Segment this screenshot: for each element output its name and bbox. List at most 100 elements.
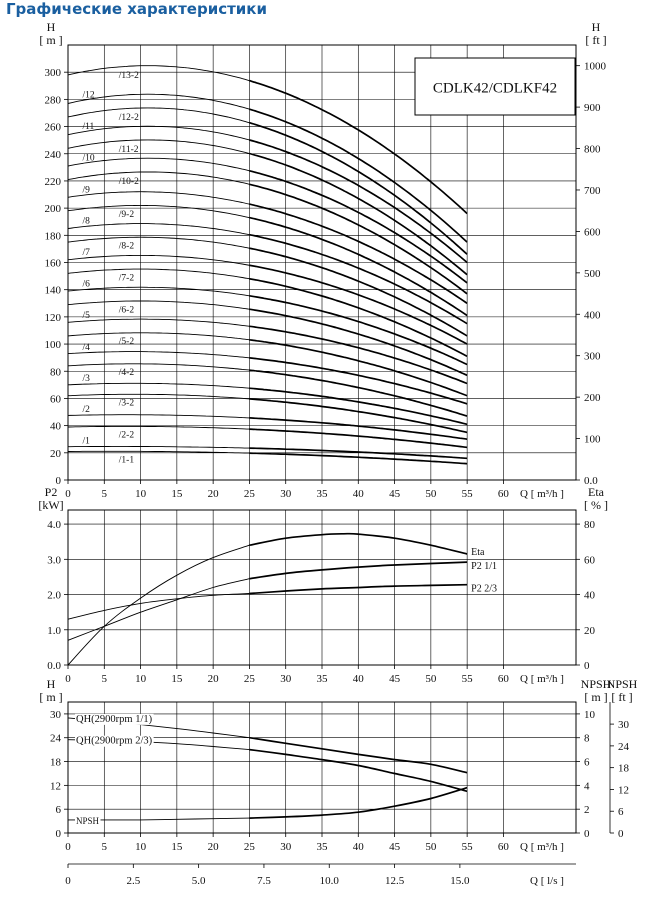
head-curve-label: /13-2 (119, 71, 139, 81)
head-curve-4-2 (67, 363, 250, 371)
head-curve-3-operating (249, 387, 468, 426)
head-ylabel-left: H (47, 20, 56, 34)
head-curve-10-2 (67, 171, 250, 185)
head-y-right-tick-label: 500 (584, 268, 601, 280)
page-title: Графические характеристики (6, 0, 267, 18)
power-ylabel-left-unit: [kW] (38, 498, 63, 512)
npsh-x-tick-label: 55 (462, 841, 474, 853)
npsh-series-NPSH-operating (249, 786, 468, 819)
npsh-y-right-tick-label: 8 (584, 733, 590, 745)
npsh-series-label-bg (75, 815, 101, 826)
head-curve-label: /12 (83, 90, 95, 100)
power-series-P2-1/1-operating (249, 561, 468, 580)
npsh-y-right-tick-label: 4 (584, 780, 590, 792)
head-curve-label: /9 (83, 185, 91, 195)
npsh-ylabel-right-unit: [ m ] (584, 690, 607, 704)
power-y-tick-label: 2.0 (47, 590, 61, 602)
power-x-tick-label: 0 (65, 673, 71, 685)
npsh-y-tick-label: 6 (56, 804, 62, 816)
head-x-tick-label: 50 (425, 488, 437, 500)
head-curve-label: /3 (83, 374, 91, 384)
head-curve-7-2-operating (249, 277, 468, 358)
npsh-series-QH-2900rpm-2-3--operating (249, 748, 468, 793)
head-curve-9-2 (67, 204, 250, 219)
head-curve-12-2-operating (249, 121, 468, 255)
head-curve-8-2-operating (249, 247, 468, 337)
head-curve-label: /8-2 (119, 242, 135, 252)
head-curve-8-2 (67, 236, 250, 249)
head-curve-label: /6-2 (119, 305, 135, 315)
npsh-series-QH-2900rpm-1-1--operating (249, 736, 468, 774)
npsh-ylabel-left-unit: [ m ] (39, 690, 62, 704)
npsh-y-right-tick-label: 0 (584, 828, 590, 840)
head-curve-4 (67, 351, 250, 359)
npsh-y-right2-tick-label: 18 (618, 763, 630, 775)
head-y-tick-label: 40 (50, 421, 62, 433)
head-y-right-tick-label: 900 (584, 102, 601, 114)
head-y-tick-label: 240 (45, 149, 62, 161)
head-curve-1-1 (67, 450, 250, 454)
head-y-right-tick-label: 800 (584, 144, 601, 156)
power-x-tick-label: 20 (208, 673, 220, 685)
head-x-tick-label: 0 (65, 488, 71, 500)
head-curve-12-2 (67, 107, 250, 124)
head-x-tick-label: 35 (317, 488, 329, 500)
head-curve-label: /10-2 (119, 177, 139, 187)
head-curve-label: /1-1 (119, 455, 135, 465)
x2-tick-label: 15.0 (450, 875, 470, 887)
power-y-right-tick-label: 20 (584, 625, 596, 637)
head-curve-1-operating (249, 447, 468, 460)
npsh-ylabel-right: NPSH (581, 677, 612, 691)
head-curve-10 (67, 157, 250, 172)
npsh-x-tick-label: 40 (353, 841, 365, 853)
npsh-y-right-tick-label: 2 (584, 804, 590, 816)
head-y-right-tick-label: 1000 (584, 61, 607, 73)
head-y-tick-label: 0 (56, 475, 62, 487)
head-curve-label: /5-2 (119, 337, 135, 347)
x2-tick-label: 0 (65, 875, 71, 887)
head-y-tick-label: 220 (45, 176, 62, 188)
npsh-series-NPSH (67, 817, 250, 821)
head-y-tick-label: 20 (50, 448, 62, 460)
chart-title: CDLK42/CDLKF42 (433, 81, 557, 97)
power-x-tick-label: 45 (389, 673, 401, 685)
head-curve-1-1-operating (249, 452, 468, 465)
head-curve-8-operating (249, 233, 468, 325)
head-curve-7 (67, 254, 250, 266)
x2-tick-label: 2.5 (126, 875, 140, 887)
power-xlabel: Q [ m³/h ] (520, 673, 564, 685)
head-curve-7-operating (249, 264, 468, 345)
power-x-tick-label: 50 (425, 673, 437, 685)
head-curve-11-2 (67, 139, 250, 154)
head-curve-label: /11 (83, 122, 95, 132)
head-curve-13-2 (67, 65, 250, 82)
head-curve-5-2-operating (249, 338, 468, 397)
power-series-Eta (67, 544, 250, 666)
npsh-y-tick-label: 24 (50, 733, 62, 745)
npsh-x-tick-label: 60 (498, 841, 510, 853)
head-y-right-tick-label: 400 (584, 309, 601, 321)
npsh-series-label-bg (75, 735, 154, 747)
head-ylabel-right: H (592, 20, 601, 34)
head-y-tick-label: 200 (45, 203, 62, 215)
power-y-right-tick-label: 80 (584, 519, 596, 531)
head-curve-11-2-operating (249, 152, 468, 276)
power-y-tick-label: 3.0 (47, 554, 61, 566)
head-curve-4-2-operating (249, 369, 468, 417)
head-y-tick-label: 280 (45, 94, 62, 106)
npsh-x-tick-label: 15 (171, 841, 183, 853)
npsh-x-tick-label: 45 (389, 841, 401, 853)
head-curve-label: /3-2 (119, 398, 135, 408)
head-y-right-tick-label: 600 (584, 226, 601, 238)
x2-tick-label: 5.0 (192, 875, 206, 887)
head-y-tick-label: 120 (45, 312, 62, 324)
head-curve-9 (67, 191, 250, 205)
npsh-y-right2-tick-label: 6 (618, 806, 624, 818)
power-x-tick-label: 35 (317, 673, 329, 685)
head-y-right-tick-label: 300 (584, 351, 601, 363)
npsh-x-tick-label: 30 (280, 841, 292, 853)
head-curve-9-2-operating (249, 216, 468, 317)
model-box (414, 57, 576, 116)
x2-tick-label: 12.5 (385, 875, 405, 887)
